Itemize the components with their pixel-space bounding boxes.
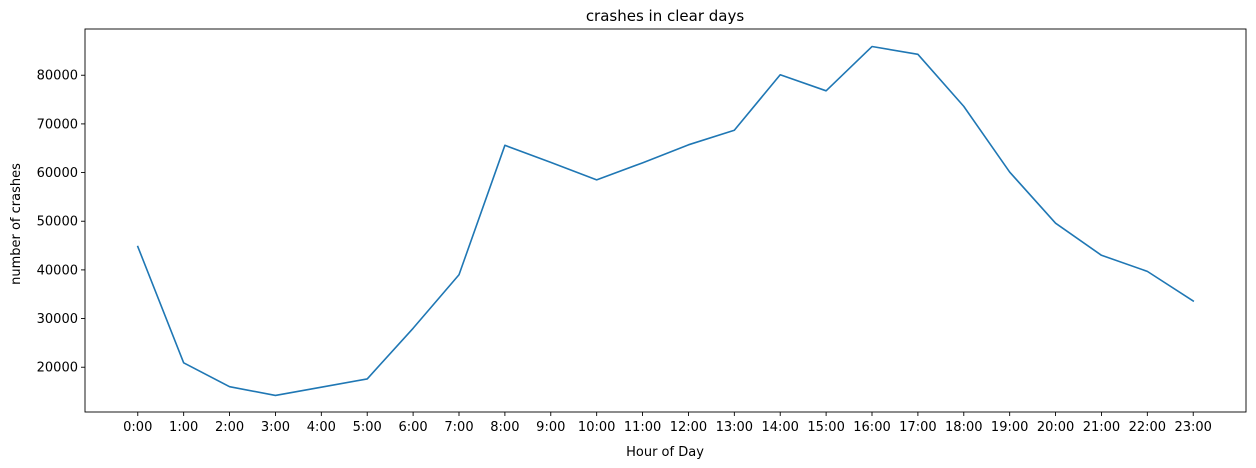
x-tick-label: 19:00 xyxy=(991,420,1028,435)
y-tick-label: 20000 xyxy=(37,361,78,376)
y-tick-label: 80000 xyxy=(37,69,78,84)
x-tick-label: 15:00 xyxy=(807,420,844,435)
x-tick-label: 21:00 xyxy=(1083,420,1120,435)
x-tick-label: 17:00 xyxy=(899,420,936,435)
x-tick-label: 0:00 xyxy=(123,420,152,435)
x-tick-label: 7:00 xyxy=(444,420,473,435)
x-tick-label: 8:00 xyxy=(490,420,519,435)
x-tick-label: 20:00 xyxy=(1037,420,1074,435)
x-tick-label: 5:00 xyxy=(353,420,382,435)
x-tick-label: 13:00 xyxy=(716,420,753,435)
x-tick-label: 2:00 xyxy=(215,420,244,435)
x-axis-label: Hour of Day xyxy=(626,445,704,460)
x-tick-label: 11:00 xyxy=(624,420,661,435)
y-tick-label: 40000 xyxy=(37,263,78,278)
x-tick-label: 18:00 xyxy=(945,420,982,435)
x-tick-label: 1:00 xyxy=(169,420,198,435)
x-tick-label: 6:00 xyxy=(399,420,428,435)
x-tick-label: 16:00 xyxy=(853,420,890,435)
axes-frame xyxy=(84,28,1247,413)
plot-area: 0:00 1:00 2:00 3:00 4:00 5:00 6:00 7:00 8:00 9:00… xyxy=(37,28,1247,435)
x-tick-label: 9:00 xyxy=(536,420,565,435)
x-tick-label: 3:00 xyxy=(261,420,290,435)
x-tick-label: 22:00 xyxy=(1129,420,1166,435)
chart-title: crashes in clear days xyxy=(586,7,745,25)
y-axis-label: number of crashes xyxy=(9,163,24,285)
y-tick-label: 70000 xyxy=(37,117,78,132)
x-tick-label: 23:00 xyxy=(1174,420,1211,435)
series-line-0 xyxy=(136,45,1195,397)
x-tick-label: 10:00 xyxy=(578,420,615,435)
x-tick-label: 12:00 xyxy=(670,420,707,435)
y-tick-label: 60000 xyxy=(37,166,78,181)
x-tick-label: 4:00 xyxy=(307,420,336,435)
y-tick-label: 30000 xyxy=(37,312,78,327)
y-tick-label: 50000 xyxy=(37,215,78,230)
x-tick-label: 14:00 xyxy=(761,420,798,435)
